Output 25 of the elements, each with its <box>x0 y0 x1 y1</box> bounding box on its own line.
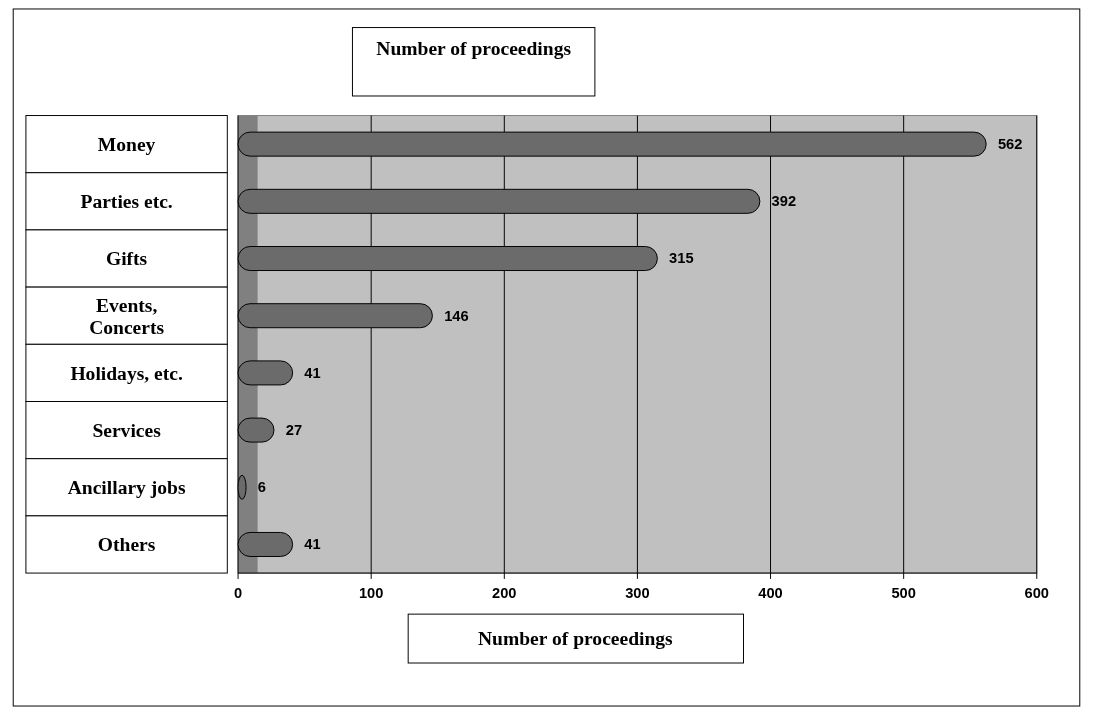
x-tick-label: 0 <box>233 585 243 602</box>
y-tick-label: Ancillary jobs <box>67 477 186 499</box>
data-label: 41 <box>304 364 321 381</box>
x-tick-label: 300 <box>625 585 650 602</box>
x-tick-label: 100 <box>358 585 384 602</box>
y-tick-label: Holidays, etc. <box>70 362 183 384</box>
data-label: 315 <box>669 250 694 267</box>
x-axis-title: Number of proceedings <box>477 628 674 650</box>
y-tick-label: Others <box>97 534 156 556</box>
y-tick-label: Parties etc. <box>80 191 173 213</box>
data-label: 146 <box>444 307 469 324</box>
y-tick-label: Money <box>97 133 156 155</box>
x-tick-label: 500 <box>891 585 916 602</box>
chart-title: Number of proceedings <box>376 37 572 59</box>
y-tick-label: Events, Concerts <box>89 294 165 339</box>
y-tick-label: Gifts <box>105 248 148 270</box>
data-label: 6 <box>257 479 266 496</box>
data-label: 392 <box>771 193 797 210</box>
x-tick-label: 200 <box>492 585 517 602</box>
x-tick-label: 600 <box>1024 585 1050 602</box>
x-tick-label: 400 <box>758 585 783 602</box>
y-tick-label: Services <box>92 419 162 441</box>
data-label: 27 <box>285 421 303 438</box>
data-label: 41 <box>304 536 321 553</box>
data-label: 562 <box>997 136 1023 153</box>
